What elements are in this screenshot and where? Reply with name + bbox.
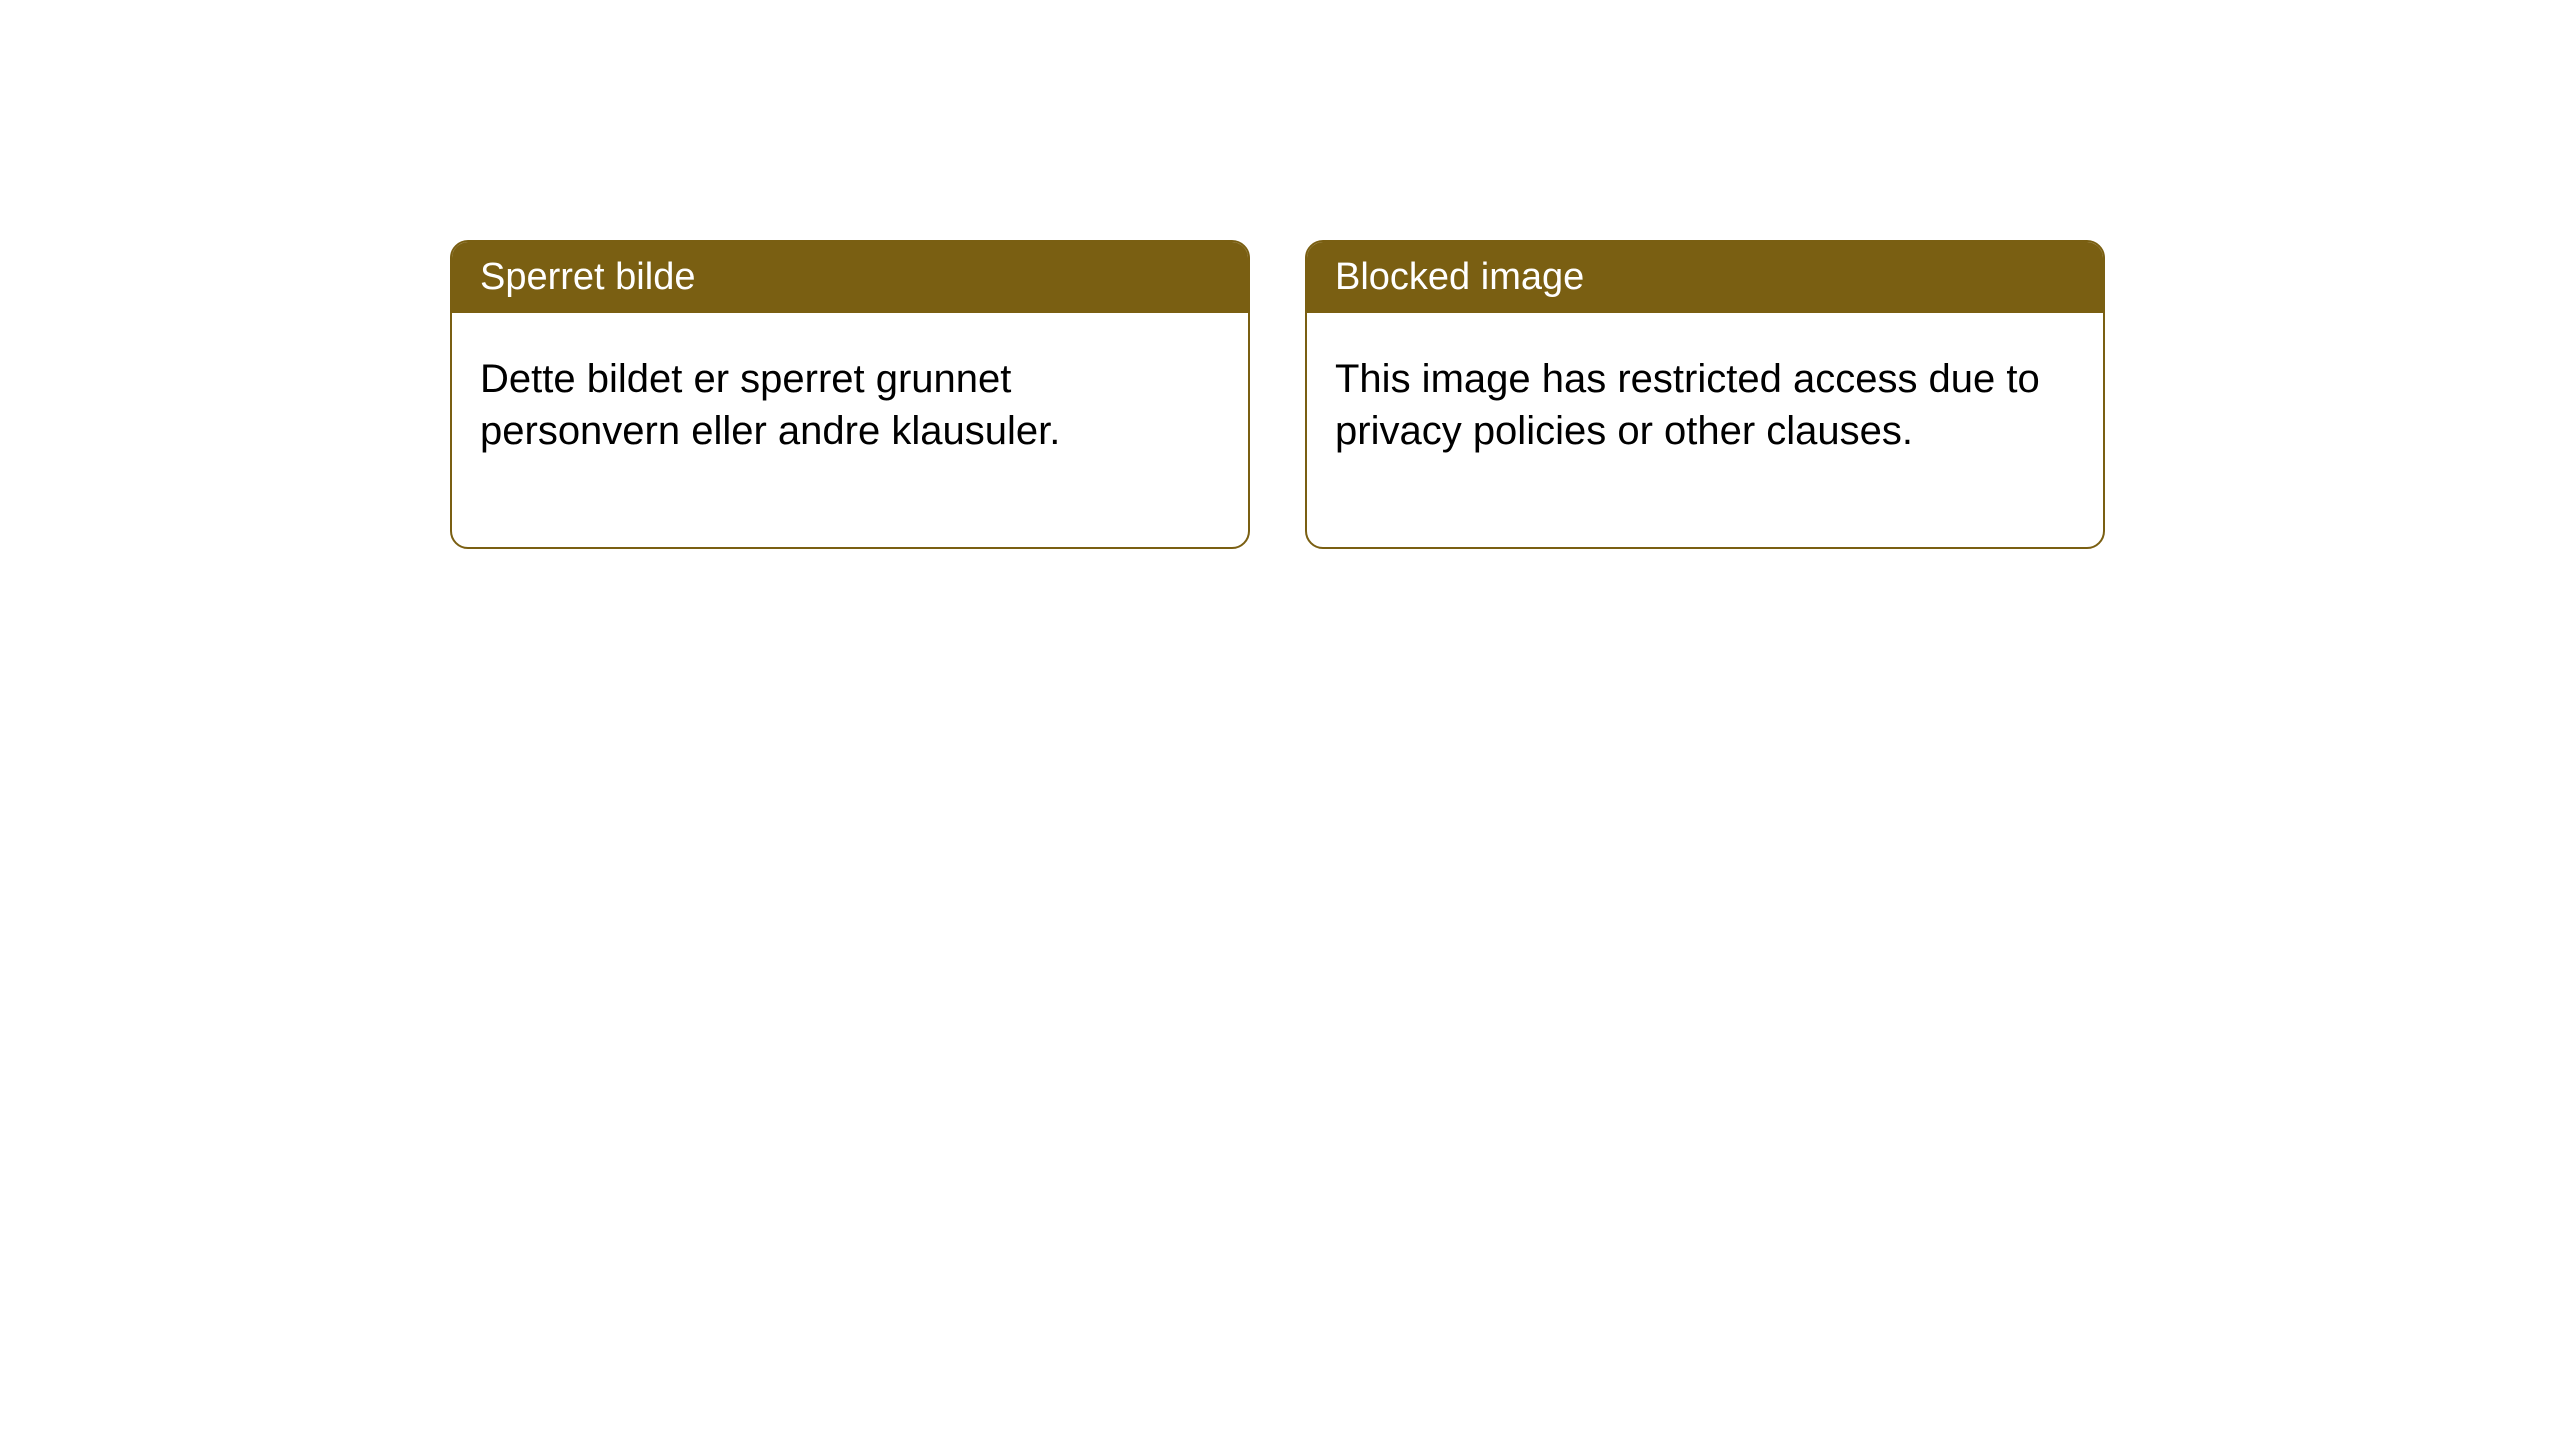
card-body-english: This image has restricted access due to …: [1307, 313, 2103, 547]
notice-card-norwegian: Sperret bilde Dette bildet er sperret gr…: [450, 240, 1250, 549]
notice-card-english: Blocked image This image has restricted …: [1305, 240, 2105, 549]
card-body-norwegian: Dette bildet er sperret grunnet personve…: [452, 313, 1248, 547]
card-header-english: Blocked image: [1307, 242, 2103, 313]
card-header-norwegian: Sperret bilde: [452, 242, 1248, 313]
notice-container: Sperret bilde Dette bildet er sperret gr…: [450, 240, 2105, 549]
